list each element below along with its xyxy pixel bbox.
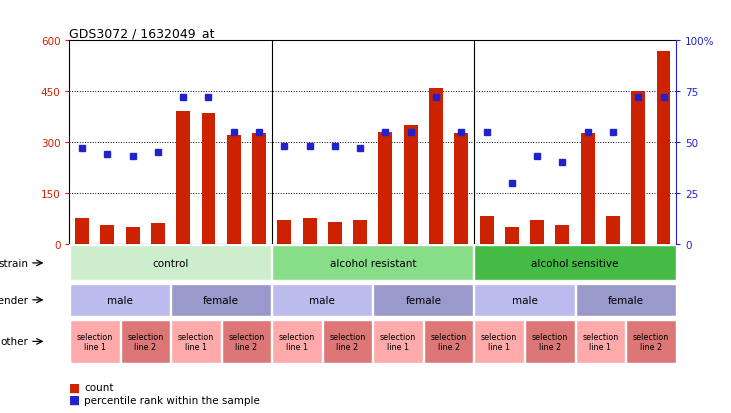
Bar [121,320,170,363]
Bar [374,320,423,363]
Bar [424,320,474,363]
Bar [75,218,89,244]
Bar [171,320,221,363]
Text: strain: strain [0,258,29,268]
Text: male: male [309,295,336,305]
Bar [272,246,474,281]
Text: selection
line 2: selection line 2 [330,332,366,351]
Bar [202,114,216,244]
Bar [323,320,372,363]
Text: count: count [84,382,113,392]
Bar [556,225,569,244]
Text: female: female [607,295,643,305]
Text: GDS3072 / 1632049_at: GDS3072 / 1632049_at [69,27,215,40]
Text: selection
line 1: selection line 1 [279,332,315,351]
Bar [379,133,393,244]
Bar [70,320,119,363]
Bar [505,227,519,244]
Text: selection
line 1: selection line 1 [178,332,214,351]
Bar [530,220,544,244]
Text: selection
line 1: selection line 1 [77,332,113,351]
Bar [227,136,240,244]
Bar [656,52,670,244]
Text: selection
line 1: selection line 1 [481,332,518,351]
Text: gender: gender [0,295,29,305]
Bar [575,285,675,316]
Text: selection
line 2: selection line 2 [228,332,265,351]
Bar [328,222,342,244]
Text: ■: ■ [69,381,80,394]
Text: percentile rank within the sample: percentile rank within the sample [84,395,260,405]
Bar [100,225,114,244]
Bar [474,320,524,363]
Bar [404,126,417,244]
Text: female: female [203,295,239,305]
Text: selection
line 1: selection line 1 [380,332,416,351]
Bar [221,320,271,363]
Bar [632,92,645,244]
Text: male: male [107,295,133,305]
Bar [277,220,291,244]
Bar [626,320,675,363]
Text: selection
line 1: selection line 1 [582,332,618,351]
Bar [580,134,594,244]
Text: alcohol sensitive: alcohol sensitive [531,258,618,268]
Text: selection
line 2: selection line 2 [633,332,669,351]
Bar [429,88,443,244]
Bar [455,134,469,244]
Text: selection
line 2: selection line 2 [127,332,164,351]
Bar [353,220,367,244]
Text: other: other [0,337,29,347]
Bar [606,217,620,244]
Text: control: control [152,258,189,268]
Bar [303,218,317,244]
Bar [272,285,372,316]
Bar [126,227,140,244]
Bar [70,246,271,281]
Text: alcohol resistant: alcohol resistant [330,258,416,268]
Text: female: female [406,295,442,305]
Text: selection
line 2: selection line 2 [431,332,467,351]
Bar [480,217,493,244]
Bar [374,285,474,316]
Bar [252,134,266,244]
Text: selection
line 2: selection line 2 [531,332,568,351]
Bar [525,320,575,363]
Bar [272,320,322,363]
Bar [151,224,165,244]
Bar [474,246,675,281]
Bar [176,112,190,244]
Bar [171,285,271,316]
Bar [575,320,625,363]
Bar [474,285,575,316]
Bar [70,285,170,316]
Text: ■: ■ [69,393,80,406]
Text: male: male [512,295,537,305]
